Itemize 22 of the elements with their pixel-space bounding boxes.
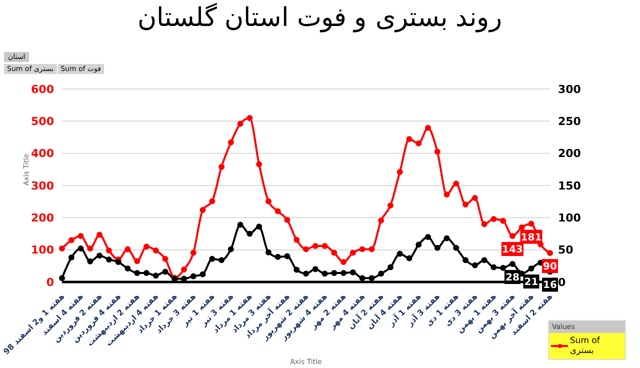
y-tick-label: 200: [31, 212, 54, 225]
y2-tick-label: 200: [558, 147, 582, 160]
y2-tick-label: 300: [558, 82, 582, 96]
data-label: 181: [520, 232, 542, 244]
y-tick-label: 300: [31, 179, 54, 192]
data-label: 16: [543, 280, 557, 292]
data-label: 28: [506, 272, 520, 284]
y-tick-label: 0: [46, 276, 54, 289]
y2-tick-label: 100: [558, 212, 582, 225]
y-tick-label: 400: [31, 147, 54, 160]
y-tick-label: 500: [31, 115, 54, 128]
y2-tick-label: 150: [558, 179, 582, 192]
y2-tick-label: 250: [558, 115, 582, 128]
y-tick-label: 600: [31, 82, 54, 96]
legend-label: Sum of بستری: [570, 336, 601, 356]
data-label: 90: [543, 262, 557, 273]
chart-title: روند بستری و فوت استان گلستان: [136, 2, 504, 33]
data-label: 21: [524, 276, 538, 288]
y2-tick-label: 50: [558, 244, 574, 257]
data-label: 143: [502, 244, 523, 256]
y-tick-label: 100: [31, 244, 54, 257]
y2-tick-label: 0: [558, 276, 566, 289]
